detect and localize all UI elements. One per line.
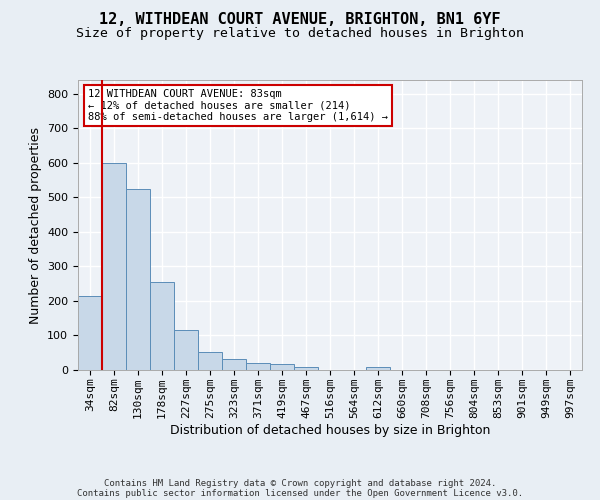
Bar: [222, 359, 246, 370]
Text: Size of property relative to detached houses in Brighton: Size of property relative to detached ho…: [76, 28, 524, 40]
Bar: [294, 366, 318, 370]
Bar: [270, 364, 294, 370]
Text: Contains public sector information licensed under the Open Government Licence v3: Contains public sector information licen…: [77, 488, 523, 498]
Bar: [246, 363, 270, 370]
Bar: [102, 163, 126, 370]
Bar: [150, 282, 174, 370]
Bar: [174, 330, 198, 370]
Bar: [198, 352, 222, 370]
Text: 12, WITHDEAN COURT AVENUE, BRIGHTON, BN1 6YF: 12, WITHDEAN COURT AVENUE, BRIGHTON, BN1…: [99, 12, 501, 28]
X-axis label: Distribution of detached houses by size in Brighton: Distribution of detached houses by size …: [170, 424, 490, 436]
Bar: [366, 366, 390, 370]
Text: 12 WITHDEAN COURT AVENUE: 83sqm
← 12% of detached houses are smaller (214)
88% o: 12 WITHDEAN COURT AVENUE: 83sqm ← 12% of…: [88, 88, 388, 122]
Y-axis label: Number of detached properties: Number of detached properties: [29, 126, 41, 324]
Text: Contains HM Land Registry data © Crown copyright and database right 2024.: Contains HM Land Registry data © Crown c…: [104, 478, 496, 488]
Bar: [126, 188, 150, 370]
Bar: [78, 296, 102, 370]
